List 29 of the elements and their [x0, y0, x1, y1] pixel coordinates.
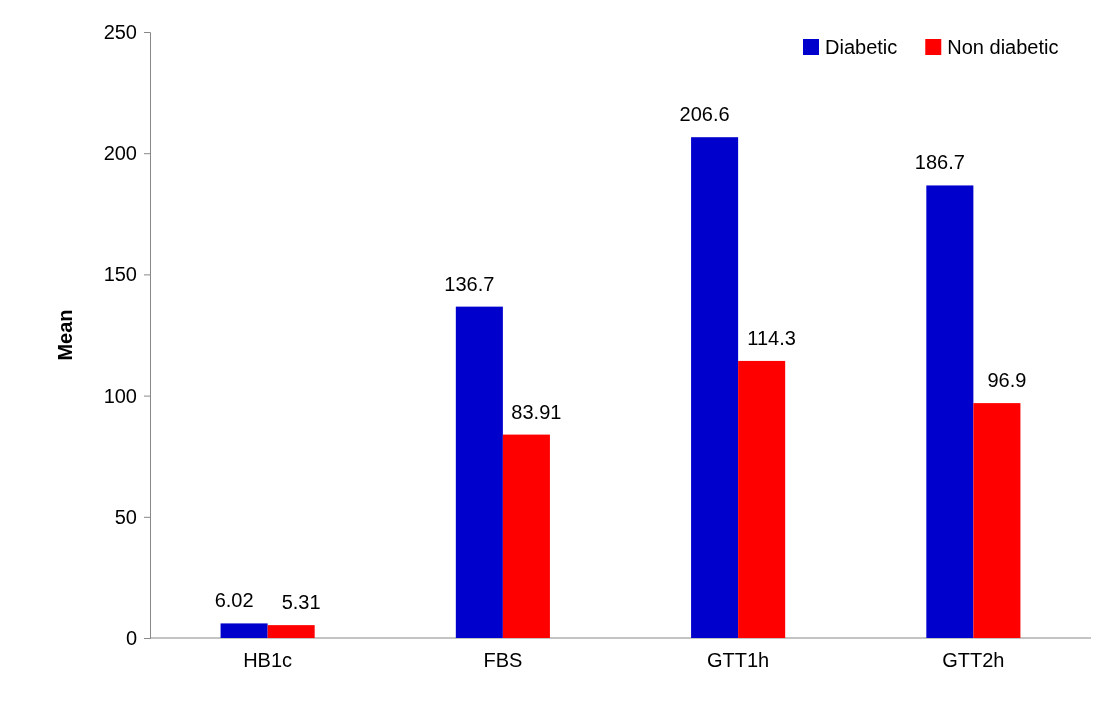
data-label: 114.3 [747, 326, 796, 349]
legend-label: Non diabetic [947, 36, 1059, 58]
x-tick-label: FBS [483, 649, 523, 671]
data-label: 6.02 [214, 589, 254, 612]
legend-label: Diabetic [825, 36, 898, 58]
data-label: 5.31 [281, 591, 321, 614]
bar [691, 137, 739, 638]
data-label: 206.6 [679, 103, 730, 126]
data-label: 136.7 [444, 272, 495, 295]
bar [502, 434, 550, 638]
y-tick-label: 100 [103, 384, 137, 407]
data-label: 186.7 [914, 151, 965, 174]
data-label: 96.9 [987, 369, 1027, 392]
bar [973, 403, 1021, 638]
x-tick-label: GTT1h [707, 649, 770, 671]
y-tick-label: 50 [114, 505, 137, 528]
bar [220, 623, 268, 638]
bar [455, 306, 503, 638]
data-label: 83.91 [511, 400, 562, 423]
bar [267, 625, 315, 638]
bar [738, 360, 786, 638]
bar [926, 185, 974, 638]
x-tick-label: HB1c [243, 649, 293, 671]
y-tick-label: 250 [103, 20, 137, 43]
y-tick-label: 200 [103, 142, 137, 165]
x-tick-label: GTT2h [942, 649, 1005, 671]
y-axis-title: Mean [54, 309, 76, 361]
y-tick-label: 0 [125, 626, 137, 649]
y-tick-label: 150 [103, 263, 137, 286]
